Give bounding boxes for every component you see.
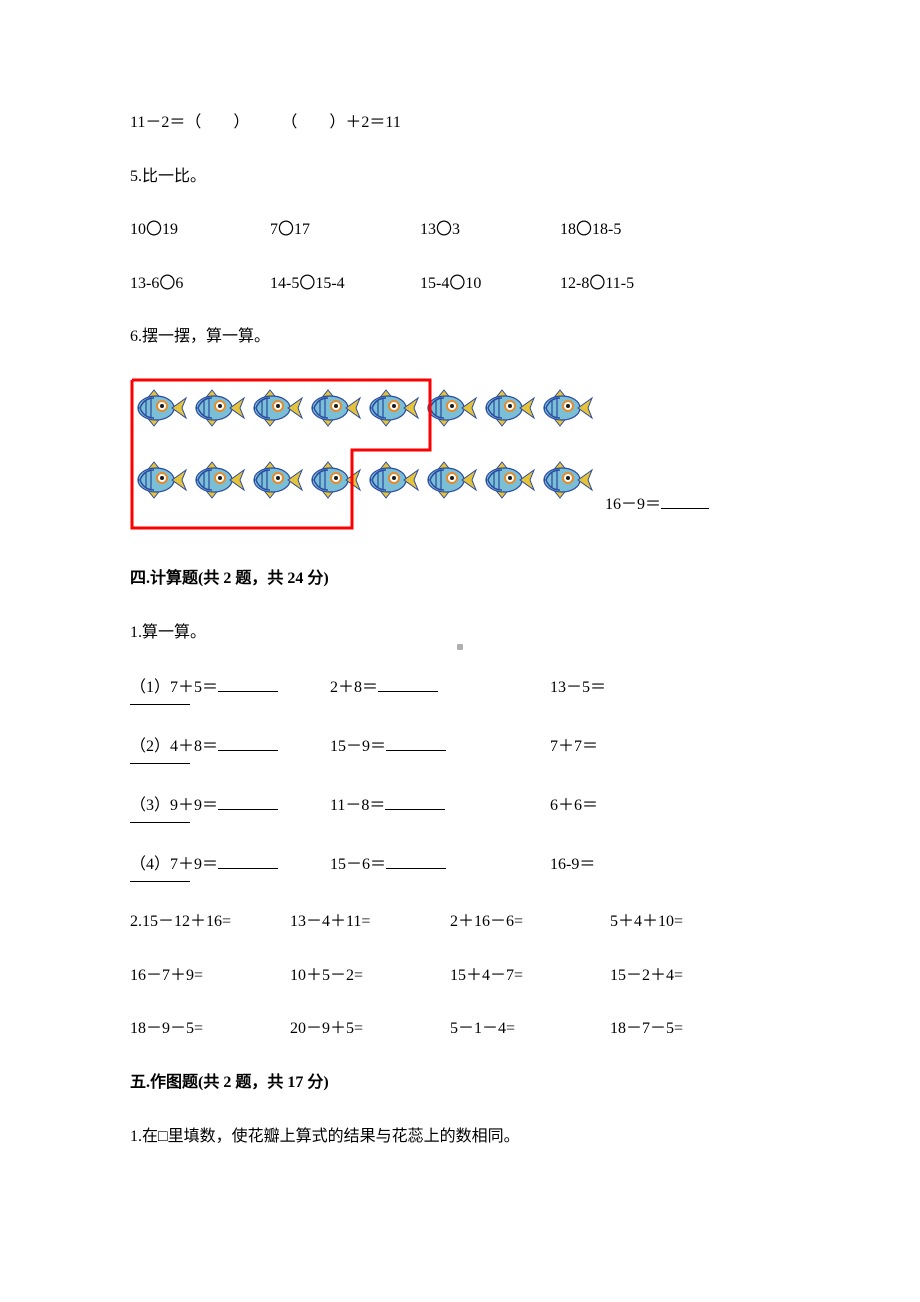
fish-icon bbox=[484, 384, 538, 432]
calc-subline: （2）4＋8＝15－9＝7＋7＝ bbox=[130, 732, 790, 756]
q4-2-a: 16－7＋9= bbox=[130, 963, 290, 989]
calc-c: 16-9＝ bbox=[550, 856, 595, 873]
calc-b: 2＋8＝ bbox=[330, 679, 378, 696]
q5-r1-c: 13〇3 bbox=[420, 217, 560, 243]
q5-r1-b: 7〇17 bbox=[270, 217, 420, 243]
calc-subline: （4）7＋9＝15－6＝16-9＝ bbox=[130, 850, 790, 874]
q4-2-a: 18－9－5= bbox=[130, 1016, 290, 1042]
q5-r1-a: 10〇19 bbox=[130, 217, 270, 243]
answer-blank[interactable] bbox=[130, 809, 190, 823]
answer-blank[interactable] bbox=[386, 737, 446, 751]
q5-1-text: 1.在□里填数，使花瓣上算式的结果与花蕊上的数相同。 bbox=[130, 1124, 790, 1150]
fish-icon bbox=[194, 456, 248, 504]
q4-1-title: 1.算一算。 bbox=[130, 620, 790, 646]
calc-subline: （3）9＋9＝11－8＝6＋6＝ bbox=[130, 791, 790, 815]
q4-2-d: 18－7－5= bbox=[610, 1016, 770, 1042]
q6-figure: 16－9＝ bbox=[130, 378, 750, 538]
q4-2-b: 13－4＋11= bbox=[290, 909, 450, 935]
center-dot-icon bbox=[457, 644, 463, 650]
calc-b: 11－8＝ bbox=[330, 797, 385, 814]
calc-subline: （1）7＋5＝2＋8＝13－5＝ bbox=[130, 673, 790, 697]
calc-c: 13－5＝ bbox=[550, 679, 606, 696]
answer-blank[interactable] bbox=[378, 678, 438, 692]
calc-b: 15－9＝ bbox=[330, 738, 386, 755]
q6-equation: 16－9＝ bbox=[605, 490, 709, 514]
answer-blank[interactable] bbox=[385, 796, 445, 810]
answer-blank[interactable] bbox=[130, 691, 190, 705]
q4-2-b: 10＋5－2= bbox=[290, 963, 450, 989]
q4-2-b: 20－9＋5= bbox=[290, 1016, 450, 1042]
q6-answer-blank[interactable] bbox=[661, 495, 709, 509]
q6-eq-text: 16－9＝ bbox=[605, 496, 661, 513]
fish-icon bbox=[542, 384, 596, 432]
q5-r2-a: 13-6〇6 bbox=[130, 271, 270, 297]
calc-b: 15－6＝ bbox=[330, 856, 386, 873]
answer-blank[interactable] bbox=[218, 796, 278, 810]
fish-icon bbox=[310, 384, 364, 432]
q4-2-c: 15＋4－7= bbox=[450, 963, 610, 989]
q5-title: 5.比一比。 bbox=[130, 164, 790, 190]
q4-2-a: 2.15－12＋16= bbox=[130, 909, 290, 935]
q5-row2: 13-6〇6 14-5〇15-4 15-4〇10 12-8〇11-5 bbox=[130, 271, 790, 297]
fish-icon bbox=[252, 384, 306, 432]
q4-2-d: 5＋4＋10= bbox=[610, 909, 770, 935]
q4-2-row: 2.15－12＋16=13－4＋11=2＋16－6=5＋4＋10= bbox=[130, 909, 790, 935]
calc-c: 6＋6＝ bbox=[550, 797, 598, 814]
calc-c: 7＋7＝ bbox=[550, 738, 598, 755]
fish-icon bbox=[426, 384, 480, 432]
answer-blank[interactable] bbox=[130, 868, 190, 882]
q4-2-row: 16－7＋9=10＋5－2=15＋4－7=15－2＋4= bbox=[130, 963, 790, 989]
answer-blank[interactable] bbox=[386, 855, 446, 869]
q5-r2-d: 12-8〇11-5 bbox=[560, 271, 730, 297]
answer-blank[interactable] bbox=[130, 750, 190, 764]
q4-2-rows: 2.15－12＋16=13－4＋11=2＋16－6=5＋4＋10= 16－7＋9=… bbox=[130, 909, 790, 1042]
calc-rows: （1）7＋5＝2＋8＝13－5＝（2）4＋8＝15－9＝7＋7＝（3）9＋9＝1… bbox=[130, 673, 790, 887]
q4-2-c: 2＋16－6= bbox=[450, 909, 610, 935]
q4-2-row: 18－9－5=20－9＋5=5－1－4=18－7－5= bbox=[130, 1016, 790, 1042]
q5-r2-c: 15-4〇10 bbox=[420, 271, 560, 297]
fish-icon bbox=[136, 456, 190, 504]
q4-2-d: 15－2＋4= bbox=[610, 963, 770, 989]
fish-icon bbox=[542, 456, 596, 504]
section5-heading: 五.作图题(共 2 题，共 17 分) bbox=[130, 1070, 790, 1096]
q5-row1: 10〇19 7〇17 13〇3 18〇18-5 bbox=[130, 217, 790, 243]
q6-title: 6.摆一摆，算一算。 bbox=[130, 324, 790, 350]
fish-icon bbox=[368, 456, 422, 504]
fish-icon bbox=[484, 456, 538, 504]
answer-blank[interactable] bbox=[218, 737, 278, 751]
fish-icon bbox=[368, 384, 422, 432]
section4-heading: 四.计算题(共 2 题，共 24 分) bbox=[130, 566, 790, 592]
answer-blank[interactable] bbox=[218, 678, 278, 692]
q4-equations: 11－2＝（ ） （ ）＋2＝11 bbox=[130, 110, 790, 136]
fish-icon bbox=[252, 456, 306, 504]
fish-icon bbox=[194, 384, 248, 432]
fish-row-2 bbox=[136, 456, 596, 504]
q4-2-c: 5－1－4= bbox=[450, 1016, 610, 1042]
fish-icon bbox=[136, 384, 190, 432]
fish-icon bbox=[426, 456, 480, 504]
q5-r1-d: 18〇18-5 bbox=[560, 217, 730, 243]
fish-icon bbox=[310, 456, 364, 504]
q5-r2-b: 14-5〇15-4 bbox=[270, 271, 420, 297]
fish-row-1 bbox=[136, 384, 596, 432]
answer-blank[interactable] bbox=[218, 855, 278, 869]
